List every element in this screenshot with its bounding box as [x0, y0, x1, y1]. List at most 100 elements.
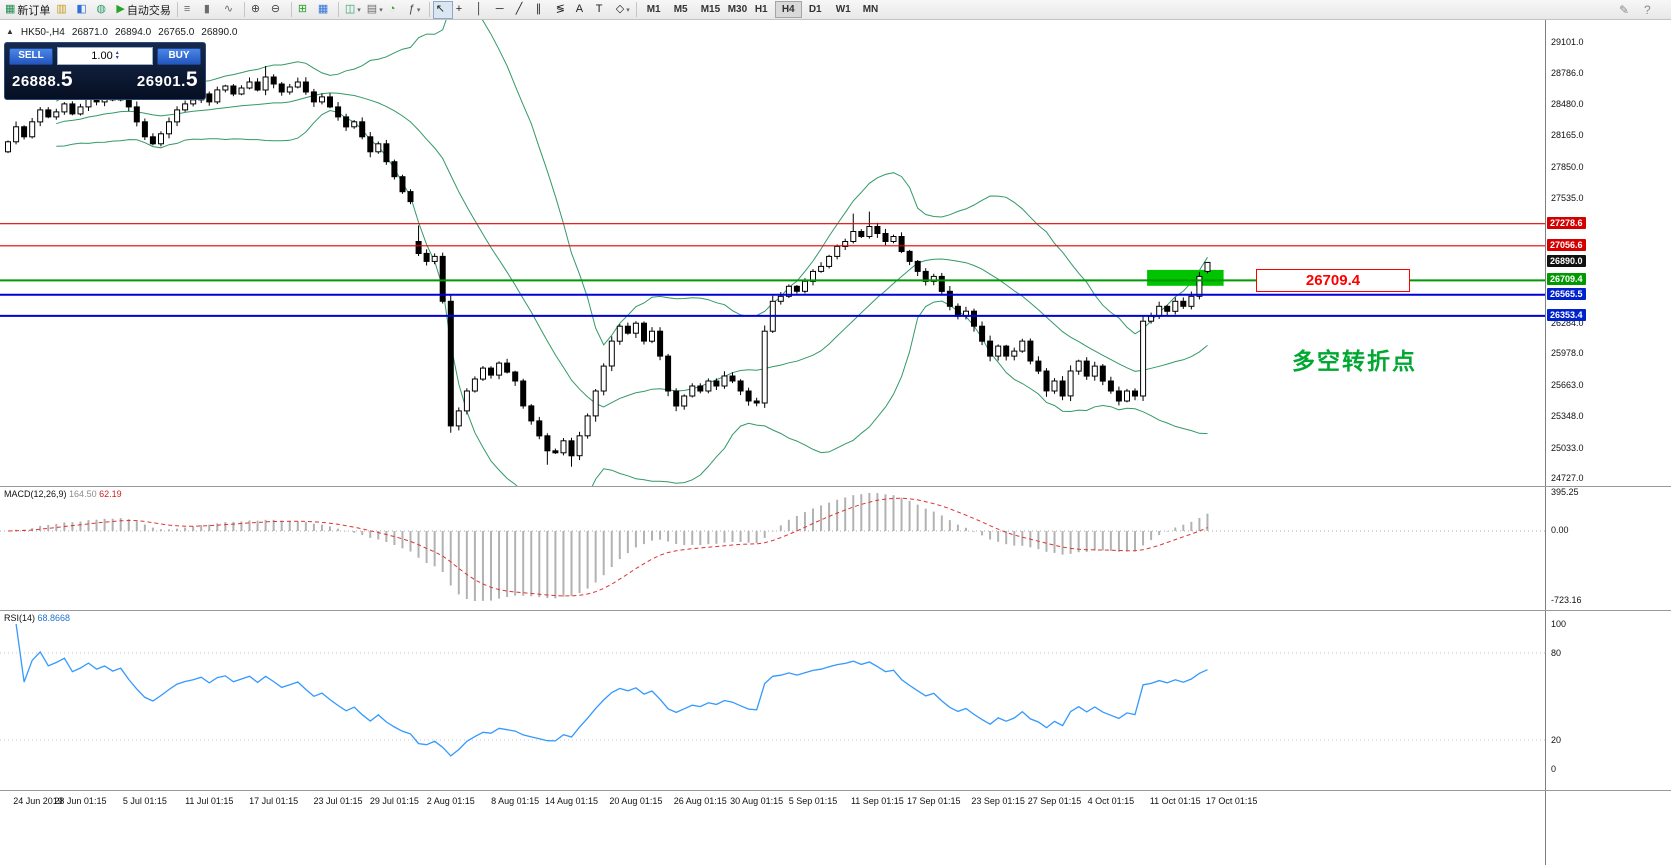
candle: [1011, 350, 1018, 357]
buy-price[interactable]: 26901.5: [136, 68, 198, 91]
timeframe-m5-button[interactable]: M5: [667, 1, 694, 18]
candlestick-chart-button[interactable]: ▮: [201, 1, 221, 19]
candle: [1099, 365, 1106, 382]
lot-increase-icon[interactable]: ▴: [115, 50, 119, 56]
time-axis-label: 8 Aug 01:15: [491, 796, 540, 806]
toolbar-separator: [243, 2, 245, 17]
candle: [1188, 295, 1195, 307]
chart-gold-icon: ▥: [56, 3, 67, 15]
fibonacci-tool-button[interactable]: ≶: [553, 1, 573, 19]
cursor-tool-button[interactable]: ↖: [432, 0, 453, 19]
candle: [166, 121, 172, 135]
candle: [584, 415, 591, 437]
charts-grid-button[interactable]: ▦: [315, 1, 335, 19]
chart-window-button[interactable]: ▥: [53, 1, 73, 19]
shapes-tool-button[interactable]: ◇ ▾: [613, 1, 633, 19]
time-axis-label: 14 Aug 01:15: [544, 796, 599, 806]
candle: [222, 85, 229, 91]
time-axis-label: 30 Aug 01:15: [730, 796, 784, 806]
fibonacci-icon: ≶: [555, 3, 565, 15]
help-button[interactable]: ?: [1641, 1, 1661, 19]
candle: [1140, 320, 1147, 397]
panel-separator[interactable]: [0, 486, 1671, 487]
data-window-icon: ◧: [76, 3, 87, 15]
cursor-icon: ↖: [435, 3, 445, 15]
candle: [133, 106, 140, 123]
candle: [785, 285, 792, 297]
crosshair-tool-button[interactable]: +: [453, 1, 473, 19]
period-clock-button[interactable]: ◔: [386, 1, 406, 19]
price-badge: 27056.6: [1547, 238, 1586, 251]
line-chart-button[interactable]: ∿: [221, 1, 241, 19]
timeframe-m1-button[interactable]: M1: [640, 1, 667, 18]
chart-symbol-period: HK50-,H4: [20, 27, 65, 38]
channel-tool-button[interactable]: ∥: [533, 1, 553, 19]
lot-decrease-icon[interactable]: ▾: [115, 55, 119, 61]
horizontal-line-tool-button[interactable]: ─: [493, 1, 513, 19]
price-axis-label: 28786.0: [1551, 68, 1584, 79]
lot-size-value[interactable]: 1.00: [91, 50, 113, 62]
sell-price[interactable]: 26888.5: [12, 68, 74, 91]
candle: [1164, 305, 1171, 312]
new-chart-button[interactable]: ◫ ▾: [342, 1, 364, 19]
sell-button[interactable]: SELL: [9, 47, 53, 65]
help-icon: ?: [1644, 2, 1651, 17]
profiles-button[interactable]: ▤ ▾: [364, 1, 386, 19]
tile-windows-button[interactable]: ⊞: [295, 1, 315, 19]
toolbar-separator: [337, 2, 339, 17]
zoom-out-button[interactable]: ⊖: [268, 1, 288, 19]
toolbar-separator: [290, 2, 292, 17]
timeframe-m15-button[interactable]: M15: [694, 1, 721, 18]
label-tool-button[interactable]: T: [593, 1, 613, 19]
time-axis[interactable]: 24 Jun 2019 28 Jun 01:15 5 Jul 01:15 11 Jul…: [0, 791, 1545, 865]
candle: [1148, 315, 1155, 322]
lot-spinner[interactable]: ▴ ▾: [115, 50, 119, 61]
trendline-tool-button[interactable]: ╱: [513, 1, 533, 19]
edit-button[interactable]: ✎: [1616, 1, 1636, 19]
text-icon: A: [575, 3, 584, 15]
dropdown-arrow-icon: ▾: [379, 6, 383, 14]
lot-size-field[interactable]: 1.00 ▴ ▾: [57, 47, 153, 65]
candle: [351, 121, 358, 128]
panel-separator[interactable]: [0, 610, 1671, 611]
new-order-button[interactable]: ▦ 新订单: [2, 1, 53, 19]
zoom-in-button[interactable]: ⊕: [248, 1, 268, 19]
timeframe-h1-button[interactable]: H1: [748, 1, 775, 18]
macd-histogram: [15, 493, 1209, 601]
macd-panel-canvas[interactable]: [0, 487, 1545, 610]
rsi-value: 68.8668: [37, 613, 71, 623]
candle: [1051, 380, 1058, 392]
bar-chart-button[interactable]: ≡: [181, 1, 201, 19]
clock-icon: ◔: [388, 3, 396, 15]
candle: [914, 260, 921, 272]
price-badge: 26353.4: [1547, 308, 1586, 321]
candle: [480, 367, 486, 380]
candle: [77, 106, 84, 115]
highlight-rectangle[interactable]: [1147, 269, 1224, 286]
indicators-button[interactable]: ƒ ▾: [406, 1, 426, 19]
candle: [608, 340, 615, 367]
time-axis-label: 27 Sep 01:15: [1027, 796, 1082, 806]
candle: [29, 121, 36, 138]
vertical-line-tool-button[interactable]: │: [473, 1, 493, 19]
rsi-name: RSI(14): [4, 613, 36, 623]
timeframe-mn-button[interactable]: MN: [856, 1, 883, 18]
main-chart-canvas[interactable]: [0, 20, 1545, 486]
autotrading-button[interactable]: ▶ 自动交易: [113, 1, 173, 19]
timeframe-h4-button[interactable]: H4: [774, 1, 802, 18]
candle: [689, 385, 696, 397]
price-axis-label: 29101.0: [1551, 37, 1584, 47]
navigator-button[interactable]: ◍: [93, 1, 113, 19]
buy-button[interactable]: BUY: [157, 47, 201, 65]
timeframe-w1-button[interactable]: W1: [829, 1, 856, 18]
candle: [520, 380, 527, 407]
rsi-panel-canvas[interactable]: [0, 611, 1545, 790]
timeframe-m30-button[interactable]: M30: [721, 1, 748, 18]
candle: [624, 325, 631, 334]
price-axis[interactable]: 29101.0 28786.0 28480.0 28165.0 27850.0 27535…: [1545, 20, 1671, 865]
text-tool-button[interactable]: A: [573, 1, 593, 19]
panel-separator[interactable]: [0, 790, 1671, 791]
data-window-button[interactable]: ◧: [73, 1, 93, 19]
zoom-group: ⊕ ⊖: [248, 1, 288, 19]
timeframe-d1-button[interactable]: D1: [802, 1, 829, 18]
